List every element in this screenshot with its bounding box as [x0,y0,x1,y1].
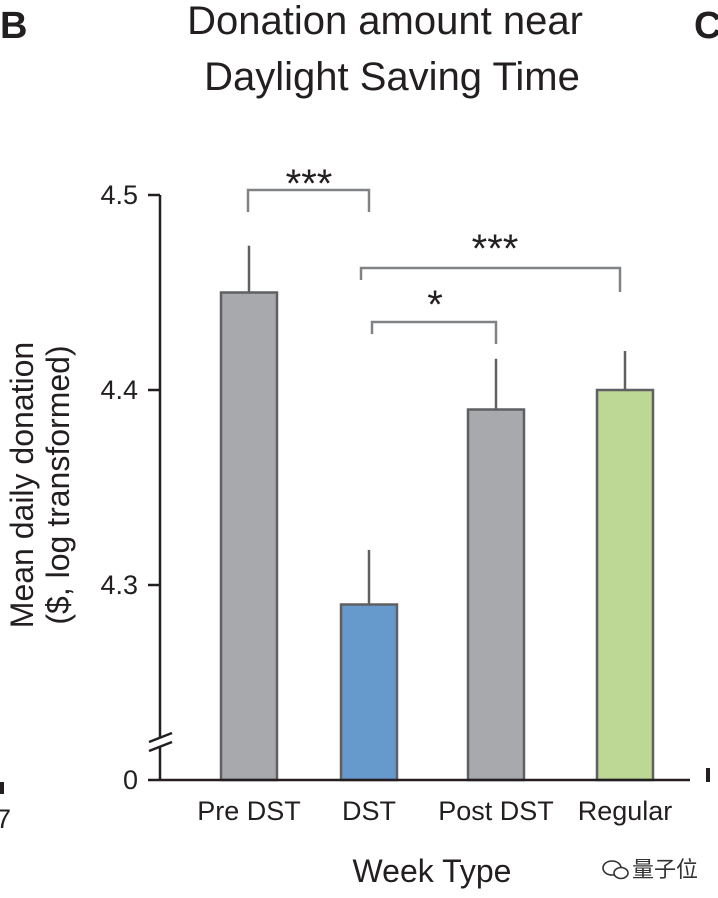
y-tick-label-0: 4.5 [100,180,138,210]
right-edge-mark [706,768,710,782]
x-tick-label-3: Regular [578,796,673,826]
significance-bracket-2 [370,320,498,344]
y-axis-label-line-1: Mean daily donation [4,342,40,628]
edge-fragment: 7 [0,804,11,834]
axis-break-mark-2 [148,740,173,753]
bar-2 [466,408,526,782]
watermark: 量子位 [602,858,698,883]
chart-title-line-1: Donation amount near [187,0,583,43]
panel-label: B [0,5,27,47]
axis-break-mark-1 [148,731,173,744]
left-edge-mark [0,782,4,794]
y-tick-label-1: 4.4 [100,375,138,405]
significance-bracket-1 [359,266,622,292]
bar-1 [339,603,399,782]
significance-label-2: * [427,283,443,327]
watermark-text: 量子位 [632,858,698,883]
y-tick-label-break: 0 [123,765,138,795]
x-axis-label: Week Type [353,853,512,889]
x-tick-label-2: Post DST [438,796,554,826]
x-tick-label-0: Pre DST [197,796,301,826]
bar-0 [219,291,279,782]
significance-bracket-0 [246,188,371,212]
y-axis-label-line-2: ($, log transformed) [40,345,76,624]
wechat-icon [602,860,629,880]
chart-title-line-2: Daylight Saving Time [204,55,580,99]
y-tick-label-2: 4.3 [100,570,138,600]
significance-label-0: *** [286,162,333,206]
y-axis-label: Mean daily donation ($, log transformed) [4,342,76,628]
bar-3 [595,388,655,782]
x-tick-label-1: DST [342,796,396,826]
next-panel-label: C [694,5,718,47]
significance-label-1: *** [472,227,519,271]
